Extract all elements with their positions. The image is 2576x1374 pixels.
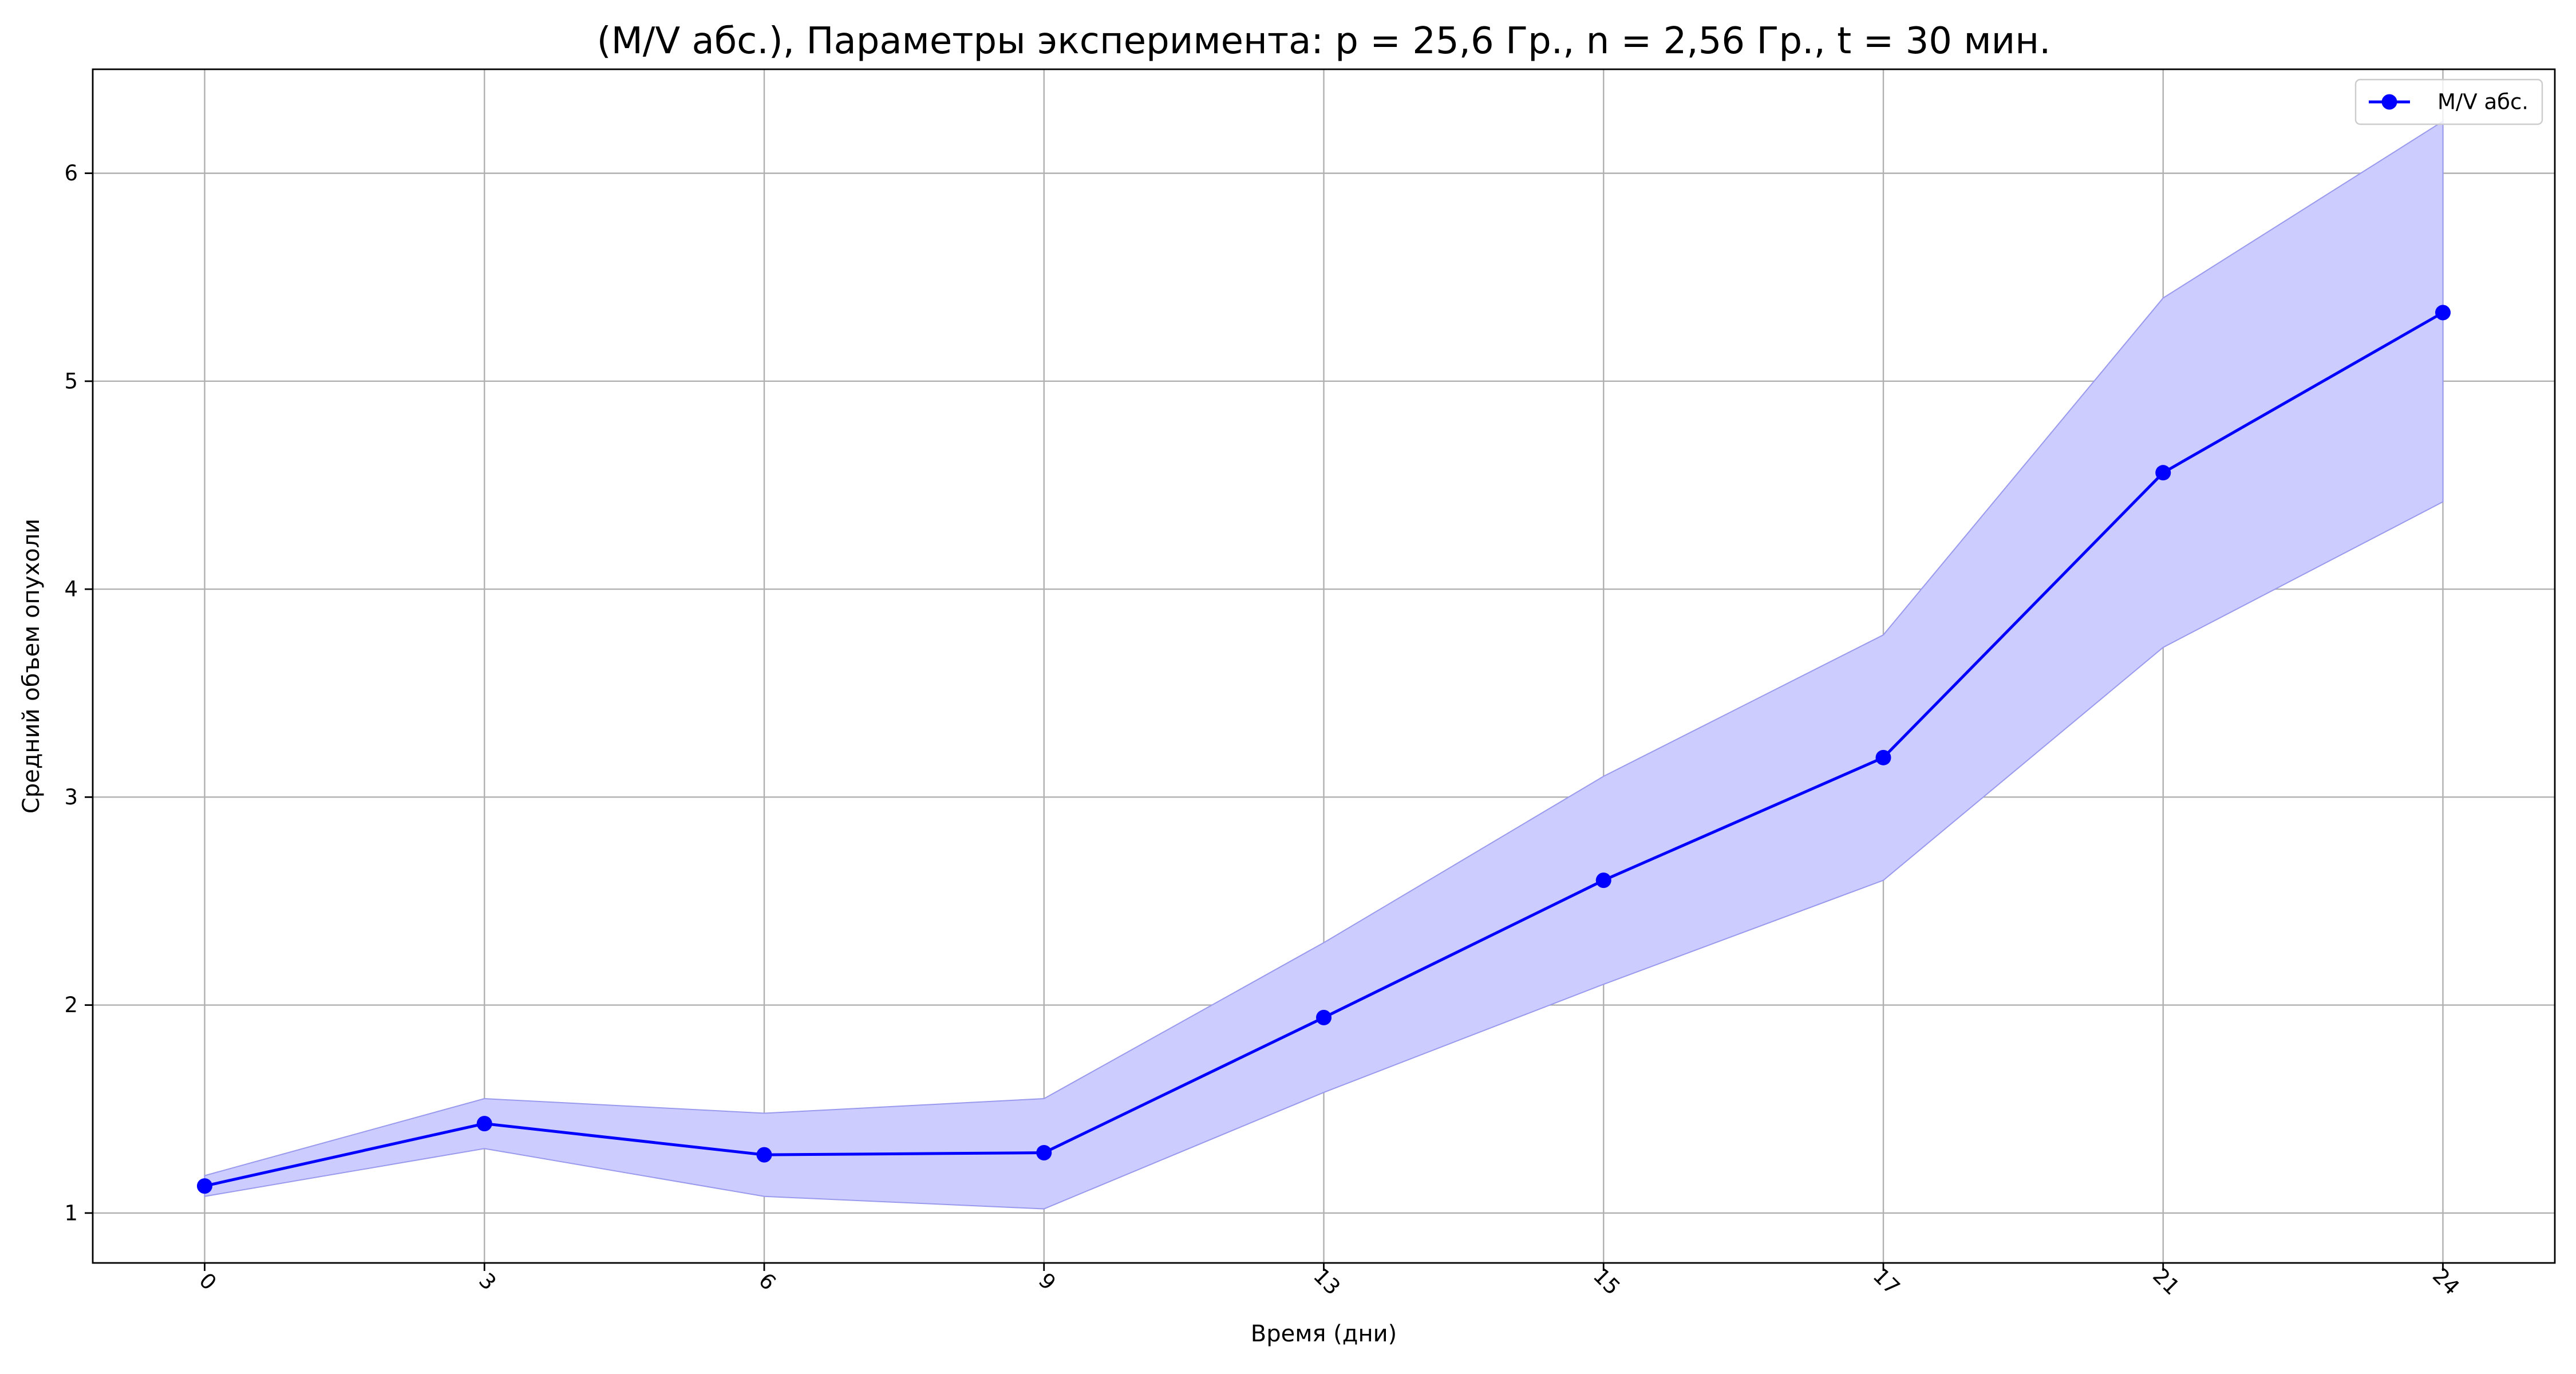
y-axis-ticks: 1 2 3 4 5 6 xyxy=(64,161,93,1225)
confidence-band xyxy=(204,120,2444,1210)
legend: M/V абс. xyxy=(2354,78,2543,125)
data-point xyxy=(1316,1009,1332,1025)
data-point xyxy=(476,1116,492,1132)
y-tick-label: 4 xyxy=(64,577,78,602)
data-point xyxy=(1036,1144,1052,1160)
data-point xyxy=(1875,749,1891,765)
data-point xyxy=(1595,872,1611,889)
legend-label: M/V абс. xyxy=(2437,90,2528,114)
x-axis-label: Время (дни) xyxy=(1251,1321,1397,1347)
confidence-band-layer xyxy=(204,120,2444,1210)
y-axis-label: Средний объем опухоли xyxy=(18,519,45,814)
data-point xyxy=(2435,305,2451,321)
data-point xyxy=(2155,465,2171,481)
legend-box xyxy=(2354,78,2543,125)
chart-title: (M/V абс.), Параметры эксперимента: p = … xyxy=(597,20,2051,62)
data-point xyxy=(756,1147,772,1163)
legend-marker xyxy=(2381,94,2397,110)
y-tick-label: 5 xyxy=(64,369,78,393)
data-point xyxy=(197,1178,212,1194)
y-tick-label: 2 xyxy=(64,993,78,1017)
y-tick-label: 6 xyxy=(64,161,78,185)
series-layer xyxy=(197,305,2451,1194)
y-tick-label: 1 xyxy=(64,1201,78,1225)
y-tick-label: 3 xyxy=(64,785,78,810)
